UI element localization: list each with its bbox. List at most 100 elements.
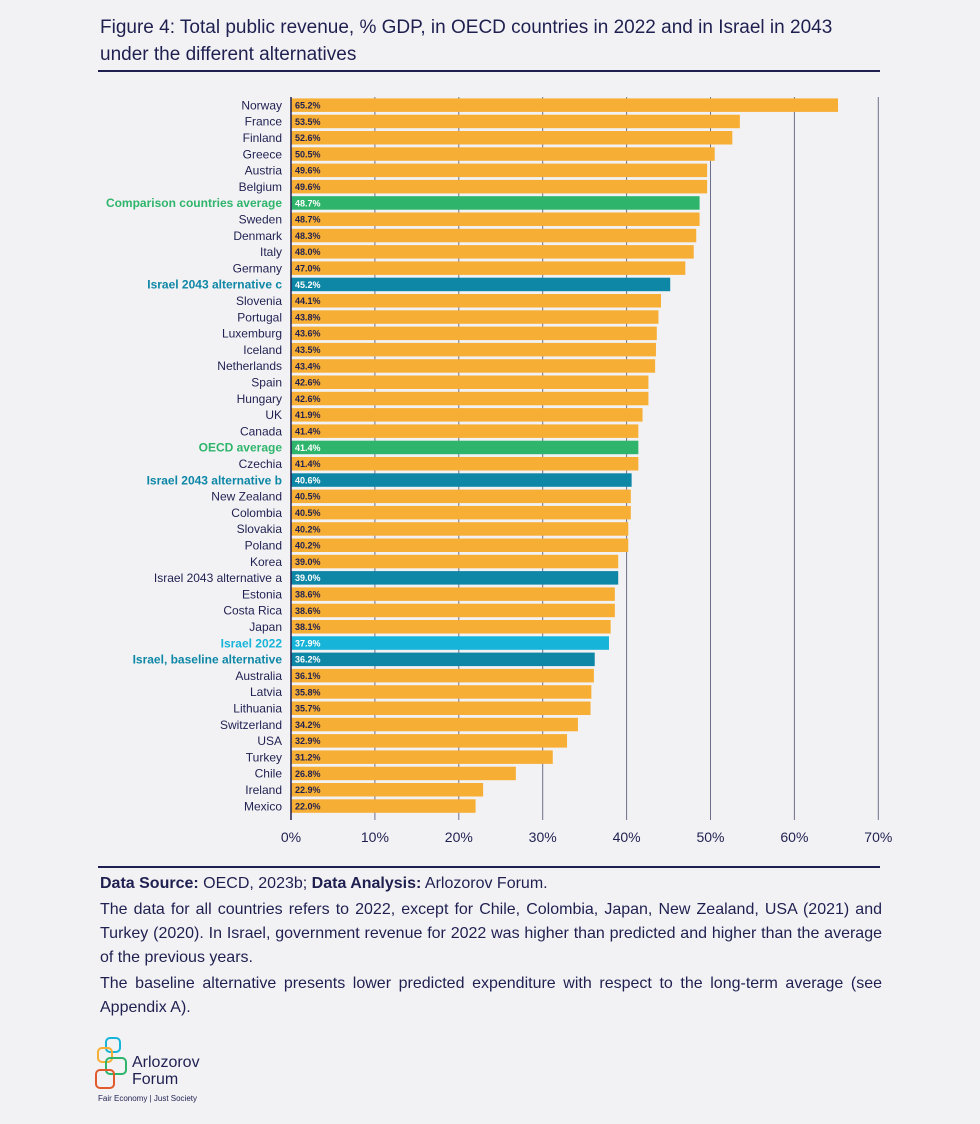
category-label: OECD average [199,441,283,455]
bar-value-label: 49.6% [295,182,321,192]
category-label: Israel, baseline alternative [133,653,283,667]
bar-value-label: 41.4% [295,443,321,453]
bar-value-label: 41.9% [295,410,321,420]
category-label: Slovenia [236,294,282,308]
bar-value-label: 39.0% [295,557,321,567]
category-label: Colombia [231,506,282,520]
bar [291,310,659,324]
bar [291,98,839,112]
bar-value-label: 31.2% [295,752,321,762]
bar [291,668,594,683]
x-tick-label: 30% [529,829,557,845]
category-label: Israel 2043 alternative c [147,278,282,292]
bar-value-label: 41.4% [295,459,321,469]
bar-value-label: 48.0% [295,247,321,257]
category-label: Australia [235,669,282,683]
bar-value-label: 43.6% [295,329,321,339]
bar [291,131,733,145]
bar-value-label: 37.9% [295,638,321,648]
x-tick-label: 20% [445,829,473,845]
category-label: Norway [241,98,282,112]
bar [291,391,649,406]
bar [291,554,619,569]
bar [291,457,639,471]
bar-value-label: 40.5% [295,492,321,502]
bar [291,701,591,715]
bar-value-label: 26.8% [295,769,321,779]
category-label: Turkey [246,750,282,764]
bar [291,603,615,618]
bar-value-label: 43.8% [295,312,321,322]
bar [291,799,476,813]
bar [291,620,611,634]
bar [291,473,632,487]
category-label: Ireland [245,783,282,797]
category-label: UK [265,408,282,422]
bar [291,652,595,667]
bar [291,408,643,422]
category-label: Lithuania [233,701,282,715]
bar [291,179,708,194]
bar [291,228,697,243]
bar [291,766,516,781]
bar-value-label: 22.0% [295,801,321,811]
bar-value-label: 43.4% [295,361,321,371]
bar-value-label: 48.3% [295,231,321,241]
bar [291,261,686,275]
bar [291,114,740,129]
bar-value-label: 38.6% [295,606,321,616]
bars: 65.2% Norway 53.5% France 52.6% Finland 50.5% G… [106,98,839,813]
bar [291,326,657,341]
bar-chart: 65.2% Norway 53.5% France 52.6% Finland 50.5% G… [106,97,892,845]
category-label: Hungary [237,392,282,406]
logo-name-line2: Forum [132,1071,179,1088]
bar-value-label: 40.5% [295,508,321,518]
bar [291,440,639,455]
category-label: Estonia [242,587,282,601]
bar-value-label: 38.1% [295,622,321,632]
bar-value-label: 34.2% [295,720,321,730]
bar [291,489,631,504]
bar-value-label: 42.6% [295,378,321,388]
bar-value-label: 44.1% [295,296,321,306]
analysis-value: Arlozorov Forum. [421,875,548,892]
bar-value-label: 47.0% [295,263,321,273]
category-label: Switzerland [220,718,282,732]
bar-value-label: 43.5% [295,345,321,355]
bar-value-label: 49.6% [295,166,321,176]
category-label: Finland [243,131,282,145]
source-value: OECD, 2023b; [198,875,312,892]
category-label: Israel 2043 alternative b [147,473,282,487]
data-source-line: Data Source: OECD, 2023b; Data Analysis:… [100,872,882,895]
category-label: Austria [245,164,283,178]
category-label: USA [257,734,282,748]
category-label: Denmark [233,229,283,243]
x-tick-label: 50% [696,829,724,845]
bar-value-label: 65.2% [295,100,321,110]
logo-name: Arlozorov Forum [132,1054,200,1088]
category-label: Portugal [237,310,282,324]
bar [291,424,639,438]
bar [291,750,553,764]
category-label: Mexico [244,799,282,813]
bar-value-label: 40.6% [295,475,321,485]
bar-value-label: 40.2% [295,541,321,551]
category-label: Chile [255,767,283,781]
bar [291,342,656,357]
figure-title: Figure 4: Total public revenue, % GDP, i… [100,17,833,65]
logo-tagline: Fair Economy | Just Society [98,1094,197,1103]
bar-value-label: 41.4% [295,426,321,436]
bar [291,685,592,699]
bar [291,505,631,520]
bar [291,359,656,373]
category-label: Canada [240,424,282,438]
category-label: Korea [250,555,282,569]
category-label: Comparison countries average [106,196,282,210]
x-tick-label: 10% [361,829,389,845]
x-tick-label: 60% [780,829,808,845]
category-label: Italy [260,245,282,259]
bar-value-label: 52.6% [295,133,321,143]
category-label: Israel 2022 [221,636,283,650]
bar [291,717,578,732]
bar [291,522,629,536]
